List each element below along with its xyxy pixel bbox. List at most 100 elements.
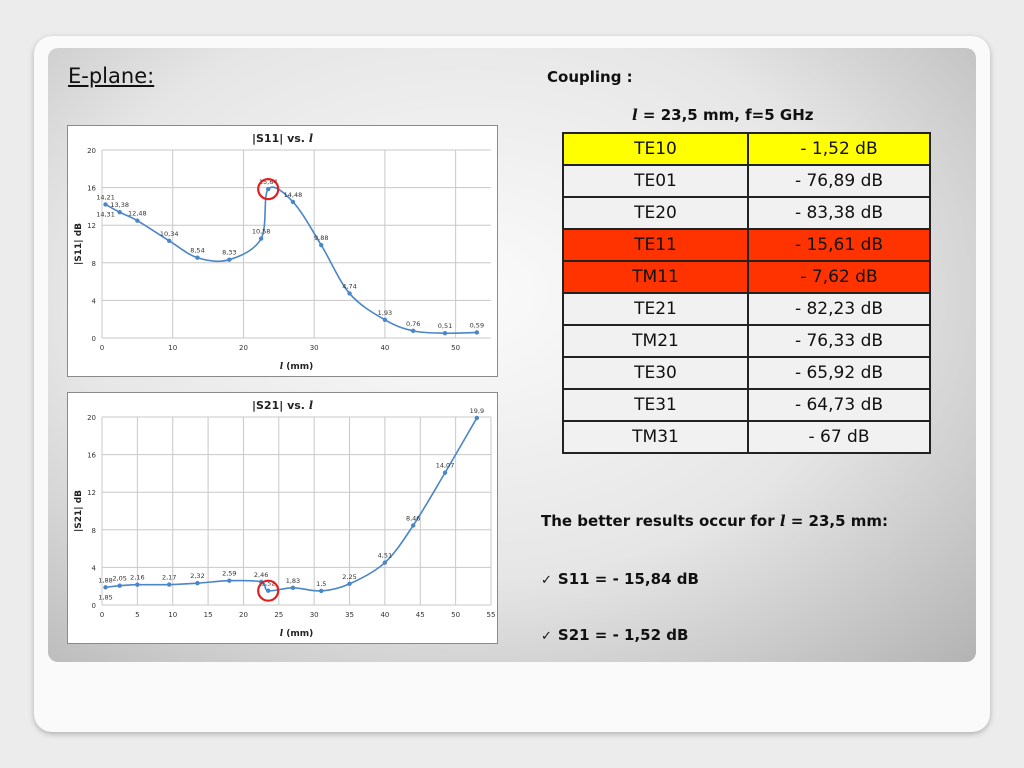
data-label: 13,38 bbox=[110, 201, 129, 209]
coupling-table: TE10- 1,52 dB TE01- 76,89 dB TE20- 83,38 d… bbox=[562, 132, 931, 454]
y-tick-label: 0 bbox=[92, 335, 96, 343]
data-point bbox=[135, 582, 140, 587]
x-tick-label: 20 bbox=[239, 611, 248, 619]
coupling-value-cell: - 67 dB bbox=[747, 420, 931, 454]
data-label: 2,25 bbox=[342, 573, 356, 581]
condition-l-symbol: l bbox=[632, 106, 638, 124]
y-tick-label: 4 bbox=[92, 564, 97, 572]
x-tick-label: 0 bbox=[100, 344, 104, 352]
data-point bbox=[103, 585, 108, 590]
data-label: 0,76 bbox=[406, 320, 420, 328]
data-point bbox=[227, 257, 232, 262]
x-tick-label: 0 bbox=[100, 611, 104, 619]
series-line bbox=[105, 417, 478, 592]
data-point bbox=[227, 578, 232, 583]
data-label: 14,31 bbox=[96, 210, 115, 218]
coupling-row-tm11: TM11- 7,62 dB bbox=[562, 260, 931, 294]
y-tick-label: 8 bbox=[92, 527, 96, 535]
coupling-title: Coupling : bbox=[547, 68, 633, 86]
x-tick-label: 45 bbox=[416, 611, 425, 619]
coupling-value-cell: - 76,89 dB bbox=[747, 164, 931, 198]
mode-cell: TM21 bbox=[562, 324, 749, 358]
data-label: 4,74 bbox=[342, 282, 356, 290]
check-icon: ✓ bbox=[541, 629, 552, 644]
conclusion-post: = 23,5 mm: bbox=[785, 512, 889, 530]
y-tick-label: 12 bbox=[87, 489, 96, 497]
data-label: 0,51 bbox=[438, 322, 452, 330]
data-label: 1,52 bbox=[261, 580, 275, 588]
x-tick-label: 55 bbox=[487, 611, 496, 619]
mode-cell: TE11 bbox=[562, 228, 749, 262]
mode-cell: TE01 bbox=[562, 164, 749, 198]
data-label: 8,46 bbox=[406, 514, 420, 522]
x-tick-label: 10 bbox=[168, 611, 177, 619]
x-axis-unit: (mm) bbox=[286, 362, 313, 372]
x-tick-label: 40 bbox=[380, 344, 389, 352]
chart-title-text: |S21| vs. bbox=[252, 399, 309, 412]
s21-chart: |S21| vs. l 0 4 8 12 16 20 0 5 10 15 20 25 30 35 40 45 50… bbox=[67, 392, 498, 644]
data-label: 8,54 bbox=[190, 247, 204, 255]
data-point bbox=[319, 588, 324, 594]
coupling-value-cell: - 82,23 dB bbox=[747, 292, 931, 326]
highlight-circle bbox=[257, 178, 280, 201]
y-tick-label: 8 bbox=[92, 260, 96, 268]
x-tick-label: 10 bbox=[168, 344, 177, 352]
data-point bbox=[347, 581, 352, 587]
chart-title: |S21| vs. l bbox=[252, 399, 313, 412]
data-point bbox=[382, 560, 388, 565]
y-tick-label: 0 bbox=[92, 602, 96, 610]
conclusion-text: The better results occur for l = 23,5 mm… bbox=[541, 512, 888, 530]
x-tick-label: 50 bbox=[451, 344, 460, 352]
data-point bbox=[474, 330, 480, 335]
coupling-row-te30: TE30- 65,92 dB bbox=[562, 356, 931, 390]
data-label: 14,07 bbox=[436, 462, 455, 470]
coupling-condition: l = 23,5 mm, f=5 GHz bbox=[632, 106, 813, 124]
x-axis-unit: (mm) bbox=[286, 629, 313, 639]
x-tick-label: 25 bbox=[274, 611, 283, 619]
s11-chart: |S11| vs. l 0 4 8 12 16 20 0 10 20 30 40 50 l (mm) |S1… bbox=[67, 125, 498, 377]
highlight-circle bbox=[257, 579, 280, 602]
y-tick-label: 16 bbox=[87, 452, 96, 460]
coupling-row-te20: TE20- 83,38 dB bbox=[562, 196, 931, 230]
coupling-value-cell: - 76,33 dB bbox=[747, 324, 931, 358]
chart-title: |S11| vs. l bbox=[252, 132, 313, 145]
bullet-s11: ✓ S11 = - 15,84 dB bbox=[541, 570, 699, 588]
coupling-row-te31: TE31- 64,73 dB bbox=[562, 388, 931, 422]
s11-chart-svg: |S11| vs. l 0 4 8 12 16 20 0 10 20 30 40 50 l (mm) |S1… bbox=[74, 132, 491, 372]
conclusion-l-symbol: l bbox=[779, 512, 786, 530]
data-point bbox=[474, 415, 480, 421]
coupling-row-te21: TE21- 82,23 dB bbox=[562, 292, 931, 326]
page-title: E-plane: bbox=[68, 64, 155, 88]
data-label: 2,46 bbox=[254, 571, 268, 579]
data-label: 8,33 bbox=[222, 249, 236, 257]
x-tick-label: 35 bbox=[345, 611, 354, 619]
mode-cell: TE30 bbox=[562, 356, 749, 390]
data-label: 10,34 bbox=[160, 230, 179, 238]
x-tick-label: 30 bbox=[310, 611, 319, 619]
conclusion-pre: The better results occur for bbox=[541, 512, 780, 530]
data-point bbox=[266, 588, 271, 593]
coupling-value-cell: - 1,52 dB bbox=[747, 132, 931, 166]
data-label: 1,83 bbox=[286, 577, 300, 585]
chart-title-symbol: l bbox=[309, 132, 313, 145]
data-label: 2,32 bbox=[190, 572, 204, 580]
bullet-s11-text: S11 = - 15,84 dB bbox=[557, 570, 699, 588]
data-label: 14,48 bbox=[284, 191, 303, 199]
bullet-s21-text: S21 = - 1,52 dB bbox=[557, 626, 689, 644]
series-line bbox=[105, 186, 477, 335]
mode-cell: TE31 bbox=[562, 388, 749, 422]
data-label: 2,59 bbox=[222, 570, 236, 578]
data-label: 10,58 bbox=[252, 228, 271, 236]
data-label: 1,85 bbox=[98, 593, 112, 601]
x-tick-label: 15 bbox=[204, 611, 213, 619]
data-label: 4,51 bbox=[378, 552, 392, 560]
y-tick-label: 20 bbox=[87, 147, 96, 155]
x-tick-label: 40 bbox=[380, 611, 389, 619]
data-point bbox=[442, 470, 448, 475]
data-point bbox=[166, 238, 172, 244]
x-axis-label: l (mm) bbox=[280, 362, 314, 372]
data-label: 2,17 bbox=[162, 574, 176, 582]
data-point bbox=[117, 210, 122, 215]
coupling-value-cell: - 15,61 dB bbox=[747, 228, 931, 262]
y-axis-label: |S11| dB bbox=[74, 223, 84, 265]
